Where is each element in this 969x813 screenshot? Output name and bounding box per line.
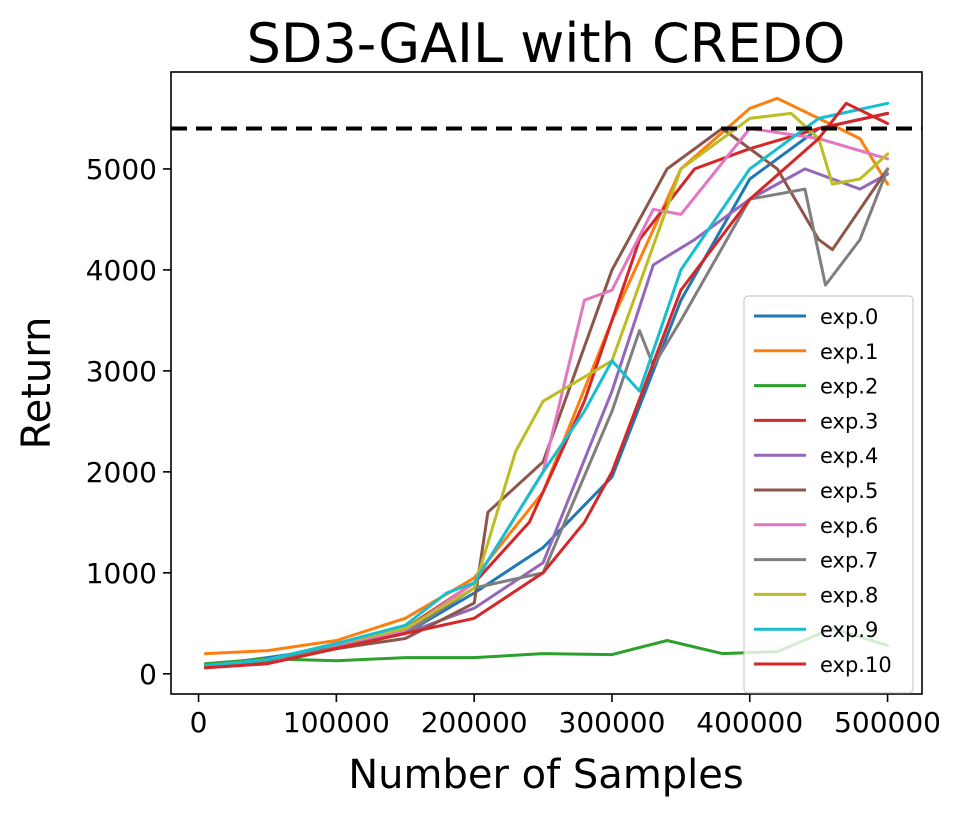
legend-label: exp.2 [820,375,878,399]
legend-label: exp.4 [820,444,878,468]
legend: exp.0 exp.1 exp.2 exp.3 exp.4 exp.5 exp.6 exp.7… [743,295,914,694]
series-line-exp-10 [203,101,890,670]
legend-label: exp.10 [820,653,892,677]
x-axis-ticks: 0 100000 200000 300000 400000 500000 [190,694,941,739]
y-tick-label: 2000 [86,456,157,489]
x-tick-label: 100000 [283,706,390,739]
x-tick-label: 0 [190,706,208,739]
y-axis-label: Return [14,317,60,450]
series-group [171,96,922,670]
y-axis-ticks: 0 1000 2000 3000 4000 5000 [86,153,171,691]
x-tick-label: 500000 [834,706,941,739]
legend-label: exp.1 [820,340,878,364]
y-tick-label: 0 [139,658,157,691]
series-line-exp-9 [203,101,890,668]
plot-area [170,71,923,695]
legend-label: exp.6 [820,514,878,538]
legend-label: exp.3 [820,409,878,433]
legend-label: exp.5 [820,479,878,503]
x-tick-label: 300000 [559,706,666,739]
x-tick-label: 200000 [421,706,528,739]
y-tick-label: 4000 [86,254,157,287]
plot-frame [170,71,923,695]
legend-label: exp.8 [820,583,878,607]
x-axis-label: Number of Samples [348,752,744,798]
chart-title: SD3-GAIL with CREDO [247,12,846,75]
x-tick-label: 400000 [696,706,803,739]
legend-label: exp.9 [820,618,878,642]
y-tick-label: 3000 [86,355,157,388]
legend-label: exp.0 [820,305,878,329]
y-tick-label: 1000 [86,557,157,590]
legend-label: exp.7 [820,549,878,573]
y-tick-label: 5000 [86,153,157,186]
